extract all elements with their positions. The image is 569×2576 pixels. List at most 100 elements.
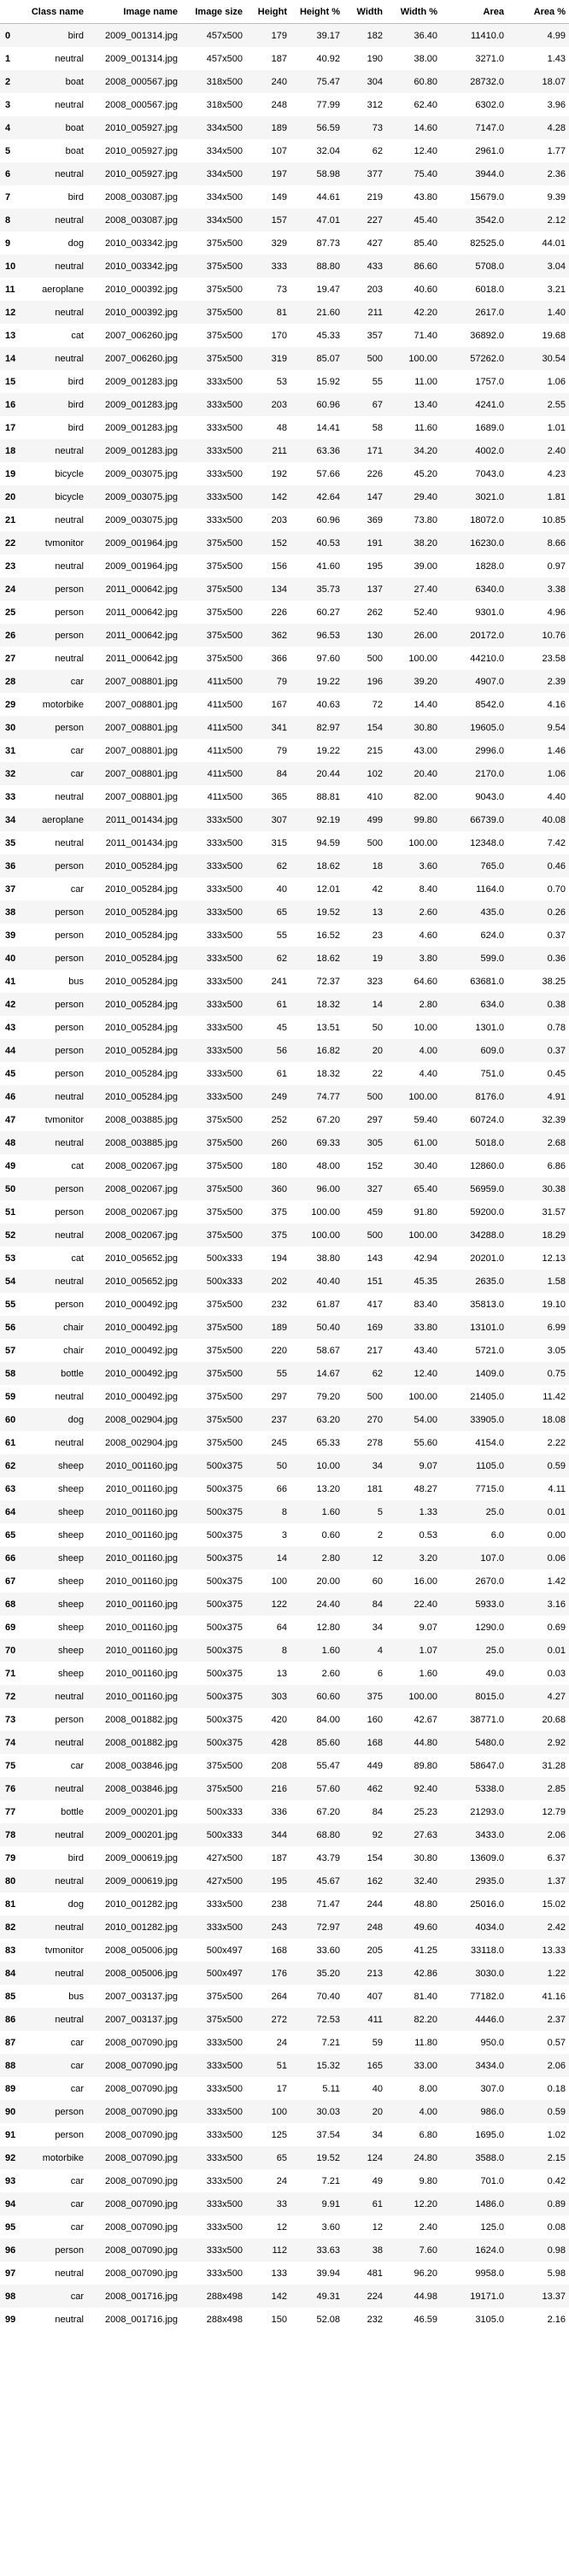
table-cell: 60.96 xyxy=(316,399,340,410)
table-cell: 220 xyxy=(271,1345,287,1356)
table-cell: 2010_005284.jpg xyxy=(104,999,178,1010)
table-cell: 100.00 xyxy=(311,1229,340,1241)
table-cell: 63.36 xyxy=(316,445,340,456)
table-cell: 2009_003075.jpg xyxy=(104,514,178,525)
table-cell: 336 xyxy=(271,1806,287,1817)
table-cell: 3021.0 xyxy=(475,491,504,502)
row-index: 10 xyxy=(5,261,16,272)
table-cell: 102 xyxy=(367,768,383,779)
table-cell: 272 xyxy=(271,2014,287,2025)
row-index: 28 xyxy=(5,676,16,687)
table-cell: 18.08 xyxy=(542,1414,566,1425)
row-index: 78 xyxy=(5,1829,16,1840)
table-cell: 15.02 xyxy=(542,1898,566,1910)
table-cell: 2009_001283.jpg xyxy=(104,376,178,387)
table-header: Class name Image name Image size Height Heig… xyxy=(0,0,569,24)
table-row: 28 car 2007_008801.jpg 411x500 79 19.22 196 39.… xyxy=(0,670,569,693)
table-cell: 176 xyxy=(271,1968,287,1979)
table-cell: 82.00 xyxy=(414,791,437,802)
table-cell: 5721.0 xyxy=(475,1345,504,1356)
column-header: Width % xyxy=(386,0,441,24)
table-cell: 70.40 xyxy=(316,1991,340,2002)
table-cell: 2009_003075.jpg xyxy=(104,468,178,479)
table-cell: 333x500 xyxy=(206,1091,243,1102)
table-cell: neutral xyxy=(55,837,84,848)
table-cell: 32.04 xyxy=(316,145,340,156)
table-cell: 30.40 xyxy=(414,1160,437,1171)
table-cell: 2008_007090.jpg xyxy=(104,2244,178,2256)
table-cell: 2008_002067.jpg xyxy=(104,1183,178,1194)
row-index: 13 xyxy=(5,330,16,341)
table-cell: 192 xyxy=(271,468,287,479)
table-cell: 2008_002067.jpg xyxy=(104,1206,178,1218)
row-index: 62 xyxy=(5,1460,16,1471)
table-cell: 40 xyxy=(372,2083,383,2094)
table-cell: 500x497 xyxy=(206,1968,243,1979)
row-index: 19 xyxy=(5,468,16,479)
table-cell: tvmonitor xyxy=(44,1114,84,1125)
row-index: 47 xyxy=(5,1114,16,1125)
table-cell: 2007_008801.jpg xyxy=(104,722,178,733)
table-row: 31 car 2007_008801.jpg 411x500 79 19.22 215 43.… xyxy=(0,739,569,762)
table-cell: 2008_005006.jpg xyxy=(104,1945,178,1956)
table-cell: 500x375 xyxy=(206,1645,243,1656)
table-cell: 14 xyxy=(372,999,383,1010)
table-cell: dog xyxy=(67,1898,84,1910)
table-cell: 38.25 xyxy=(542,976,566,987)
row-index: 2 xyxy=(5,76,11,87)
table-row: 19 bicycle 2009_003075.jpg 333x500 192 57.66 2… xyxy=(0,462,569,485)
table-cell: 315 xyxy=(271,837,287,848)
table-row: 90 person 2008_007090.jpg 333x500 100 30.03 20… xyxy=(0,2100,569,2123)
column-header: Class name xyxy=(26,0,87,24)
table-cell: 25016.0 xyxy=(470,1898,504,1910)
table-cell: 18.62 xyxy=(316,860,340,871)
row-index: 89 xyxy=(5,2083,16,2094)
table-cell: 72 xyxy=(372,699,383,710)
table-cell: 73.80 xyxy=(414,514,437,525)
table-cell: 0.08 xyxy=(547,2221,566,2233)
table-cell: 375x500 xyxy=(206,1991,243,2002)
table-cell: 189 xyxy=(271,1322,287,1333)
table-cell: 1164.0 xyxy=(476,883,504,895)
table-cell: 45.20 xyxy=(414,468,437,479)
table-cell: 12.79 xyxy=(542,1806,566,1817)
table-cell: 7.21 xyxy=(321,2037,340,2048)
table-cell: 5.11 xyxy=(322,2083,340,2094)
table-cell: 196 xyxy=(367,676,383,687)
table-cell: 82.97 xyxy=(316,722,340,733)
table-cell: 304 xyxy=(367,76,383,87)
table-cell: 61.00 xyxy=(414,1137,437,1148)
table-cell: 62 xyxy=(372,1368,383,1379)
row-index: 59 xyxy=(5,1391,16,1402)
table-cell: 1409.0 xyxy=(475,1368,504,1379)
table-cell: 4907.0 xyxy=(475,676,504,687)
table-cell: 48.27 xyxy=(414,1483,437,1494)
table-cell: 2009_001283.jpg xyxy=(104,399,178,410)
row-index: 79 xyxy=(5,1852,16,1863)
table-cell: 2010_000492.jpg xyxy=(104,1368,178,1379)
table-cell: 1.60 xyxy=(419,1668,437,1679)
table-cell: 5018.0 xyxy=(475,1137,504,1148)
table-cell: 2008_002067.jpg xyxy=(104,1160,178,1171)
table-row: 24 person 2011_000642.jpg 375x500 134 35.73 13… xyxy=(0,578,569,601)
table-cell: 4.40 xyxy=(419,1068,437,1079)
row-index: 82 xyxy=(5,1922,16,1933)
table-cell: 288x498 xyxy=(206,2314,243,2325)
row-index: 63 xyxy=(5,1483,16,1494)
table-row: 36 person 2010_005284.jpg 333x500 62 18.62 18 3… xyxy=(0,854,569,877)
table-cell: 58647.0 xyxy=(470,1760,504,1771)
row-index: 49 xyxy=(5,1160,16,1171)
table-cell: 0.00 xyxy=(547,1529,566,1540)
row-index: 11 xyxy=(5,284,15,295)
table-cell: 411x500 xyxy=(207,676,243,687)
table-cell: 2009_000619.jpg xyxy=(104,1875,178,1887)
table-cell: 124 xyxy=(367,2152,383,2163)
table-cell: 500 xyxy=(367,837,383,848)
table-cell: bird xyxy=(67,422,84,433)
row-index: 48 xyxy=(5,1137,16,1148)
table-cell: 12 xyxy=(372,1552,383,1564)
table-cell: 333x500 xyxy=(206,2152,243,2163)
table-cell: 2010_001160.jpg xyxy=(105,1460,178,1471)
table-cell: 288x498 xyxy=(206,2291,243,2302)
table-cell: 51 xyxy=(276,2060,287,2071)
